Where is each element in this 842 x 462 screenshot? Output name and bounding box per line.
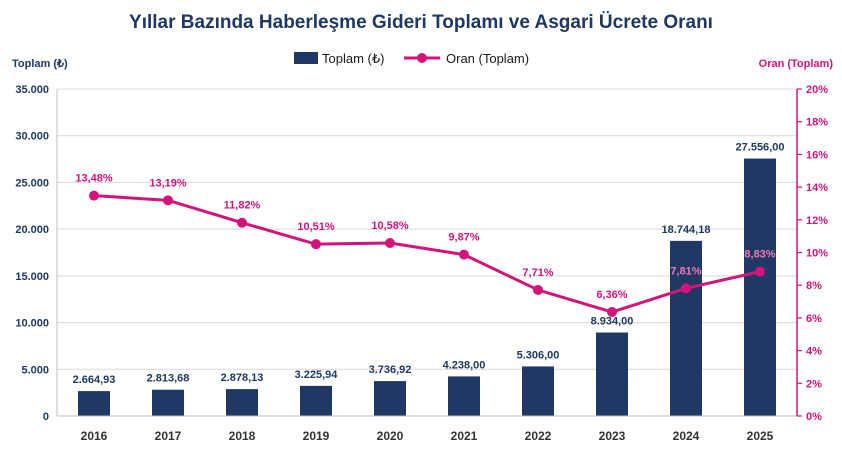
y-tick-label-right: 14%: [806, 182, 828, 194]
x-tick-label-2025: 2025: [747, 429, 774, 443]
x-tick-label-2024: 2024: [673, 429, 700, 443]
y-tick-label-left: 15.000: [15, 271, 49, 283]
bar-value-label-2018: 2.878,13: [221, 372, 264, 384]
ratio-marker-2021: [459, 249, 469, 260]
bar-value-label-2019: 3.225,94: [295, 369, 339, 381]
y-tick-label-right: 8%: [806, 280, 822, 292]
ratio-value-label-2019: 10,51%: [297, 221, 335, 233]
legend-swatch-marker: [417, 53, 427, 63]
legend: Toplam (₺) Oran (Toplam): [294, 51, 529, 66]
bar-2018: [226, 389, 258, 416]
x-tick-label-2023: 2023: [599, 429, 626, 443]
y-tick-label-left: 30.000: [15, 131, 49, 143]
bar-2020: [374, 381, 406, 416]
y-tick-label-right: 6%: [806, 313, 822, 325]
y-tick-label-left: 25.000: [15, 177, 49, 189]
x-tick-label-2021: 2021: [451, 429, 478, 443]
y-axis-title-right: Oran (Toplam): [759, 58, 834, 70]
axes: [56, 88, 802, 417]
ratio-value-label-2024: 7,81%: [670, 265, 701, 277]
x-tick-label-2016: 2016: [81, 429, 108, 443]
ratio-marker-2018: [237, 217, 247, 228]
ratio-marker-2022: [533, 284, 543, 295]
y-tick-label-left: 10.000: [15, 318, 49, 330]
bar-value-label-2021: 4.238,00: [443, 359, 486, 371]
ratio-value-label-2020: 10,58%: [371, 220, 409, 232]
x-tick-label-2020: 2020: [377, 429, 404, 443]
ratio-marker-2017: [163, 195, 173, 206]
y-tick-label-left: 20.000: [15, 224, 49, 236]
ratio-marker-2016: [89, 190, 99, 201]
bars: [78, 158, 776, 417]
y-tick-label-left: 0: [43, 411, 49, 423]
bar-value-label-2022: 5.306,00: [517, 349, 560, 361]
y-tick-label-left: 35.000: [15, 84, 49, 96]
data-labels: 2.664,93 2.813,68 2.878,13 3.225,94 3.736,92…: [73, 142, 785, 387]
y-tick-label-right: 0%: [806, 411, 822, 423]
ratio-line: [93, 194, 761, 314]
y-tick-label-right: 16%: [806, 149, 828, 161]
bar-2022: [522, 366, 554, 416]
bar-value-label-2016: 2.664,93: [73, 374, 116, 386]
y-tick-label-right: 4%: [806, 346, 822, 358]
x-tick-label-2018: 2018: [229, 429, 256, 443]
y-tick-label-right: 20%: [806, 84, 828, 96]
bar-value-label-2017: 2.813,68: [147, 373, 190, 385]
legend-label-line: Oran (Toplam): [446, 51, 529, 66]
ratio-marker-2025: [755, 266, 765, 277]
ratio-marker-2019: [311, 239, 321, 250]
bar-value-label-2020: 3.736,92: [369, 364, 412, 376]
tick-labels: 2016 2017 2018 2019 2020 2021 2022 2023 2024 2025…: [15, 84, 828, 443]
bar-2023: [596, 332, 628, 416]
chart-title: Yıllar Bazında Haberleşme Gideri Toplamı…: [129, 12, 713, 33]
y-tick-label-right: 18%: [806, 117, 828, 129]
x-tick-label-2022: 2022: [525, 429, 552, 443]
bar-2024: [670, 240, 702, 416]
x-tick-label-2019: 2019: [303, 429, 330, 443]
ratio-value-label-2023: 6,36%: [596, 289, 627, 301]
ratio-line-series: [89, 190, 765, 318]
ratio-value-label-2016: 13,48%: [75, 173, 113, 185]
ratio-value-label-2017: 13,19%: [149, 177, 187, 189]
bar-2025: [744, 158, 776, 417]
bar-value-label-2025: 27.556,00: [736, 142, 785, 154]
ratio-marker-2020: [385, 238, 395, 249]
bar-2019: [300, 385, 332, 416]
y-tick-label-right: 10%: [806, 248, 828, 260]
bar-value-label-2023: 8.934,00: [591, 316, 634, 328]
y-tick-label-right: 12%: [806, 215, 828, 227]
ratio-marker-2023: [607, 307, 617, 318]
y-axis-title-left: Toplam (₺): [12, 58, 68, 70]
ratio-value-label-2022: 7,71%: [522, 267, 553, 279]
y-tick-label-right: 2%: [806, 378, 822, 390]
bar-2021: [448, 376, 480, 416]
x-tick-label-2017: 2017: [155, 429, 182, 443]
bar-2017: [152, 389, 184, 416]
ratio-value-label-2025: 8,83%: [744, 249, 775, 261]
ratio-value-label-2018: 11,82%: [224, 200, 261, 212]
ratio-value-label-2021: 9,87%: [448, 232, 479, 244]
bar-2016: [78, 391, 110, 416]
legend-swatch-bars: [294, 52, 318, 64]
bar-value-label-2024: 18.744,18: [662, 224, 711, 236]
y-tick-label-left: 5.000: [21, 364, 49, 376]
legend-label-bars: Toplam (₺): [322, 51, 384, 66]
ratio-marker-2024: [681, 283, 691, 294]
